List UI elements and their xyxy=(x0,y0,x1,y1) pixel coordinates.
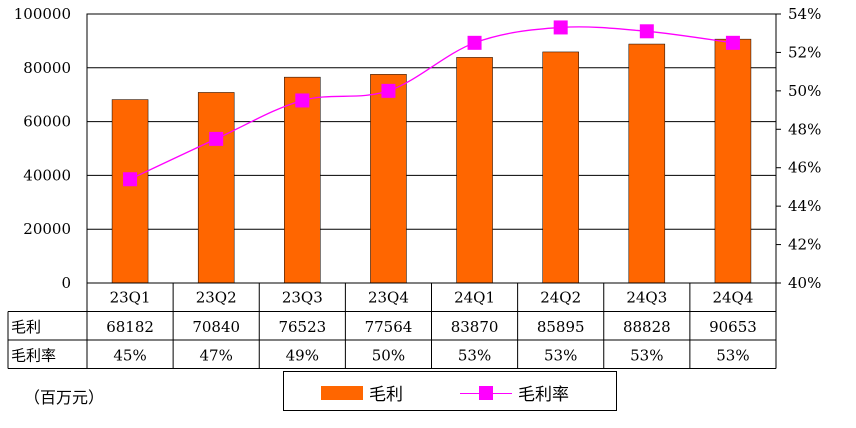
table-row-label: 毛利 xyxy=(11,318,41,336)
table-cell: 47% xyxy=(200,346,233,364)
line-point xyxy=(381,83,396,98)
table-cell: 68182 xyxy=(106,318,154,336)
table-cell: 49% xyxy=(286,346,319,364)
y-right-tick-label: 40% xyxy=(788,274,821,292)
bar xyxy=(456,57,493,284)
x-tick-label: 24Q4 xyxy=(712,288,753,306)
y-right-tick-label: 48% xyxy=(788,120,821,138)
line-point xyxy=(467,35,482,50)
table-cell: 53% xyxy=(630,346,663,364)
bar xyxy=(111,99,149,284)
legend-item-bar: 毛利 xyxy=(321,380,403,405)
x-tick-label: 24Q1 xyxy=(454,288,495,306)
line-point xyxy=(639,24,654,39)
y-right-tick-label: 46% xyxy=(788,159,821,177)
line-point xyxy=(123,172,138,187)
table-row-label: 毛利率 xyxy=(11,346,56,364)
table-cell: 50% xyxy=(372,346,405,364)
x-tick-label: 24Q3 xyxy=(626,288,667,306)
bar xyxy=(628,43,666,284)
bar xyxy=(542,51,579,284)
y-right-tick-label: 54% xyxy=(788,5,821,23)
legend-line-swatch xyxy=(460,385,512,400)
table-cell: 85895 xyxy=(537,318,585,336)
y-right-tick-label: 52% xyxy=(788,43,821,61)
table-cell: 53% xyxy=(458,346,491,364)
y-left-tick-label: 0 xyxy=(61,274,71,292)
y-left-tick-label: 100000 xyxy=(14,5,71,23)
x-tick-label: 23Q3 xyxy=(282,288,323,306)
x-tick-label: 23Q1 xyxy=(110,288,151,306)
legend-bar-swatch xyxy=(321,385,363,400)
line-point xyxy=(725,35,740,50)
table-cell: 45% xyxy=(113,346,146,364)
y-left-tick-label: 80000 xyxy=(23,59,71,77)
x-tick-label: 23Q2 xyxy=(196,288,237,306)
table-cell: 77564 xyxy=(365,318,413,336)
legend-line-label: 毛利率 xyxy=(518,385,569,405)
unit-note: （百万元） xyxy=(24,388,105,407)
bar xyxy=(370,74,407,284)
table-cell: 88828 xyxy=(623,318,671,336)
table-cell: 76523 xyxy=(278,318,326,336)
bar xyxy=(714,38,752,284)
legend-bar-label: 毛利 xyxy=(369,385,403,405)
x-tick-label: 23Q4 xyxy=(368,288,409,306)
y-left-tick-label: 20000 xyxy=(23,220,71,238)
table-cell: 70840 xyxy=(192,318,240,336)
legend: 毛利 毛利率 xyxy=(283,371,617,411)
y-right-tick-label: 44% xyxy=(788,197,821,215)
y-left-tick-label: 60000 xyxy=(23,113,71,131)
table-cell: 83870 xyxy=(451,318,499,336)
y-right-tick-label: 50% xyxy=(788,82,821,100)
line-point xyxy=(553,20,568,35)
table-cell: 53% xyxy=(544,346,577,364)
y-left-tick-label: 40000 xyxy=(23,166,71,184)
x-tick-label: 24Q2 xyxy=(540,288,581,306)
bar xyxy=(197,92,235,284)
line-series xyxy=(129,26,734,180)
table-cell: 53% xyxy=(716,346,749,364)
table-cell: 90653 xyxy=(709,318,757,336)
plot-frame xyxy=(86,13,777,284)
y-right-tick-label: 42% xyxy=(788,236,821,254)
line-point xyxy=(295,93,310,108)
legend-item-line: 毛利率 xyxy=(460,380,569,405)
bar xyxy=(284,76,321,284)
line-point xyxy=(209,131,224,146)
